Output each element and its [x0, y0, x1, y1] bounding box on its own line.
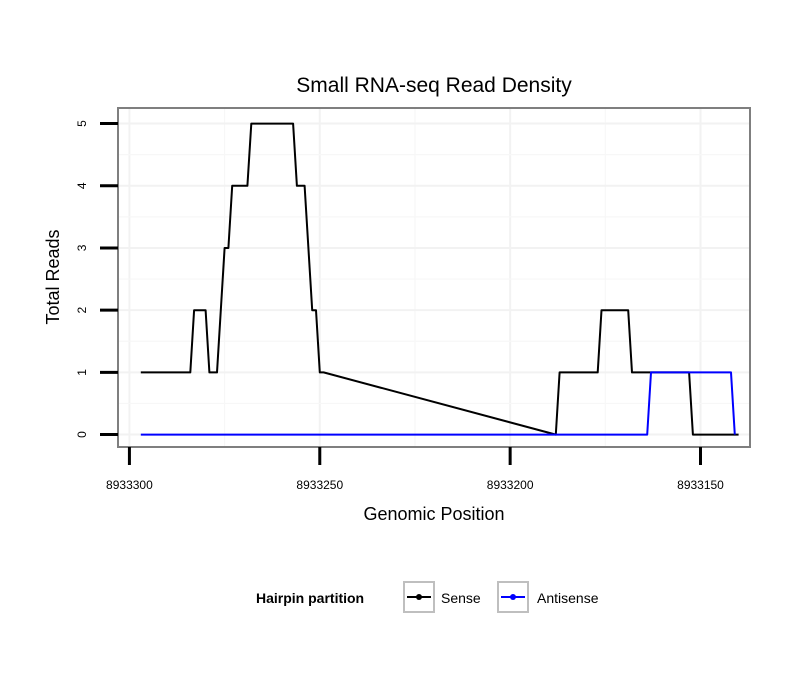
y-tick-label: 2 [75, 306, 89, 313]
x-tick-label: 8933300 [106, 478, 153, 492]
x-tick-label: 8933250 [296, 478, 343, 492]
series-layer [140, 122, 739, 436]
y-tick-label: 3 [75, 244, 89, 251]
y-tick-label: 5 [75, 120, 89, 127]
plot-border [117, 107, 751, 448]
y-tick-label: 1 [75, 369, 89, 376]
x-tick-label: 8933150 [677, 478, 724, 492]
chart-title: Small RNA-seq Read Density [296, 74, 572, 97]
legend-label-antisense: Antisense [537, 590, 599, 606]
axis-ticks: 0 1 2 3 4 5 8933300 8933250 8933200 8933150 [75, 120, 724, 492]
y-tick-label: 0 [75, 431, 89, 438]
series-line-sense [140, 122, 739, 436]
legend: Hairpin partition Sense Antisense [256, 581, 599, 613]
legend-label-sense: Sense [441, 590, 481, 606]
series-line-antisense [140, 371, 736, 436]
legend-title: Hairpin partition [256, 590, 364, 606]
y-axis-label: Total Reads [43, 229, 63, 324]
chart-background [118, 108, 750, 447]
legend-point-sense [416, 594, 422, 600]
legend-item-sense[interactable]: Sense [403, 581, 481, 613]
y-tick-label: 4 [75, 182, 89, 189]
legend-item-antisense[interactable]: Antisense [497, 581, 599, 613]
x-axis-label: Genomic Position [363, 504, 504, 524]
legend-point-antisense [510, 594, 516, 600]
x-tick-label: 8933200 [487, 478, 534, 492]
grid [118, 108, 750, 447]
